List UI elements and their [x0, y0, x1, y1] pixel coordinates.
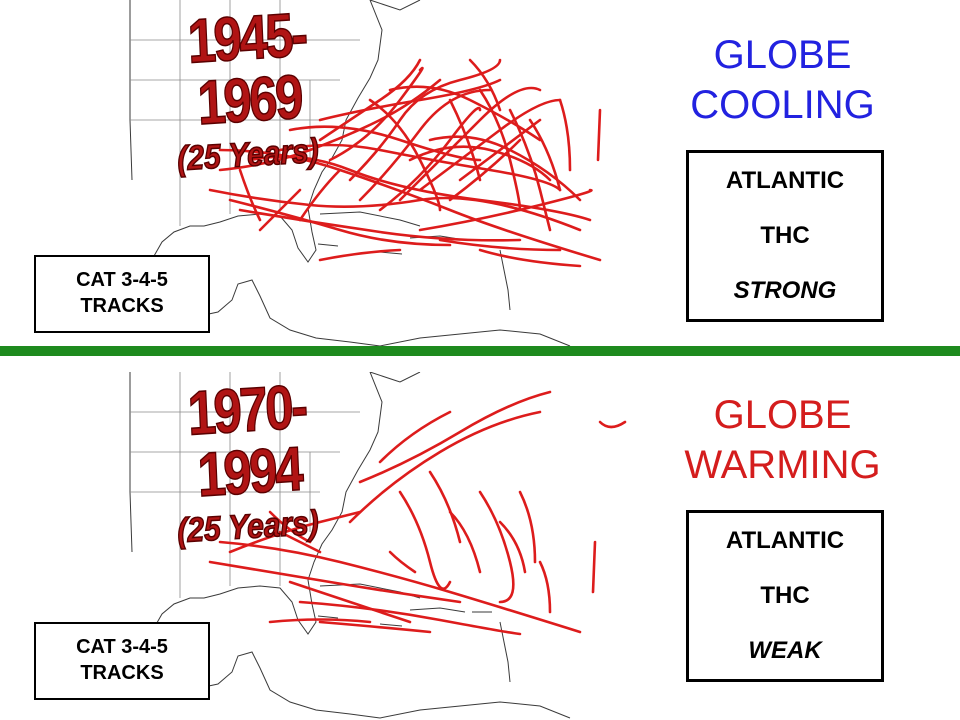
track [418, 98, 562, 192]
lesser-antilles [499, 249, 511, 311]
globe-warming-label: GLOBE WARMING [660, 390, 905, 490]
thc-state: WEAK [748, 637, 822, 664]
track [358, 88, 492, 202]
state-lines [130, 0, 360, 226]
track [478, 490, 515, 604]
globe-word: GLOBE [713, 393, 852, 437]
cat-tracks-box: CAT 3-4-5 TRACKS [34, 255, 210, 333]
south-america-coast [379, 329, 571, 347]
track [218, 78, 442, 172]
period-duration: (25 Years) [176, 131, 320, 179]
thc-line-atlantic: ATLANTIC [725, 527, 845, 554]
tracks-line: TRACKS [80, 295, 164, 317]
track [518, 490, 537, 564]
period-years: 1970-1994 [186, 372, 308, 511]
track [448, 510, 482, 574]
track [428, 135, 582, 202]
track [528, 118, 562, 192]
track [598, 420, 627, 429]
track [438, 238, 562, 252]
thc-box-strong: ATLANTIC THC STRONG [686, 150, 884, 322]
atlantic-map-1945-1969 [129, 0, 602, 347]
track [368, 98, 442, 212]
track [388, 550, 417, 574]
track [398, 490, 452, 590]
track [498, 520, 527, 574]
track [298, 600, 522, 636]
track [288, 580, 412, 624]
track [458, 118, 542, 182]
period-duration: (25 Years) [176, 503, 320, 551]
track [478, 88, 522, 212]
track [278, 530, 322, 554]
track [398, 86, 542, 202]
thc-line-atlantic: ATLANTIC [725, 167, 845, 194]
track [596, 108, 602, 162]
thc-line-thc: THC [760, 222, 810, 249]
canada-coast [369, 0, 421, 11]
track [348, 410, 542, 524]
globe-word: GLOBE [713, 33, 852, 77]
period-label-1945-1969: 1945-1969 (25 Years) [128, 0, 368, 179]
track [378, 410, 452, 464]
track [298, 168, 342, 222]
panel-1970-1994: 1970-1994 (25 Years) GLOBE WARMING ATLAN… [0, 372, 960, 720]
us-coastline [131, 372, 383, 645]
track [468, 58, 502, 112]
track [418, 188, 593, 232]
panel-1945-1969: 1945-1969 (25 Years) GLOBE COOLING ATLAN… [0, 0, 960, 348]
thc-state: STRONG [733, 277, 837, 304]
period-years: 1945-1969 [186, 0, 308, 139]
track [238, 208, 522, 242]
track [448, 138, 522, 202]
track [508, 108, 552, 232]
caribbean-islands [317, 583, 492, 627]
tracks-line: TRACKS [80, 662, 164, 684]
track [218, 540, 582, 634]
canada-coast [369, 372, 421, 383]
track [228, 510, 362, 554]
hurricane-tracks-1970-1994 [208, 390, 627, 636]
globe-state-word: COOLING [690, 83, 875, 127]
track [591, 540, 597, 594]
track [228, 198, 452, 247]
track [268, 618, 372, 624]
globe-state-word: WARMING [684, 443, 881, 487]
hurricane-tracks-1945-1969 [208, 58, 602, 268]
track [348, 58, 502, 182]
cat-tracks-box: CAT 3-4-5 TRACKS [34, 622, 210, 700]
track [448, 98, 482, 182]
track [408, 145, 552, 182]
track [258, 188, 302, 232]
caribbean-islands [317, 211, 492, 255]
cat-line: CAT 3-4-5 [76, 636, 168, 658]
state-lines [130, 372, 360, 598]
track [318, 58, 422, 142]
green-divider [0, 346, 960, 356]
track [208, 560, 462, 604]
track [318, 620, 432, 634]
thc-box-weak: ATLANTIC THC WEAK [686, 510, 884, 682]
period-label-1970-1994: 1970-1994 (25 Years) [128, 372, 368, 551]
us-coastline [131, 0, 383, 273]
south-america-coast [379, 701, 571, 719]
track [328, 66, 424, 162]
track [558, 98, 572, 172]
track [278, 143, 562, 192]
cat-line: CAT 3-4-5 [76, 269, 168, 291]
track [358, 390, 552, 484]
track [428, 470, 462, 544]
track [268, 510, 312, 544]
track [378, 106, 482, 212]
track [388, 85, 542, 142]
track [478, 248, 582, 268]
track [538, 560, 552, 614]
globe-cooling-label: GLOBE COOLING [660, 30, 905, 130]
track [208, 188, 582, 232]
track [238, 168, 262, 222]
track [318, 248, 402, 262]
thc-line-thc: THC [760, 582, 810, 609]
